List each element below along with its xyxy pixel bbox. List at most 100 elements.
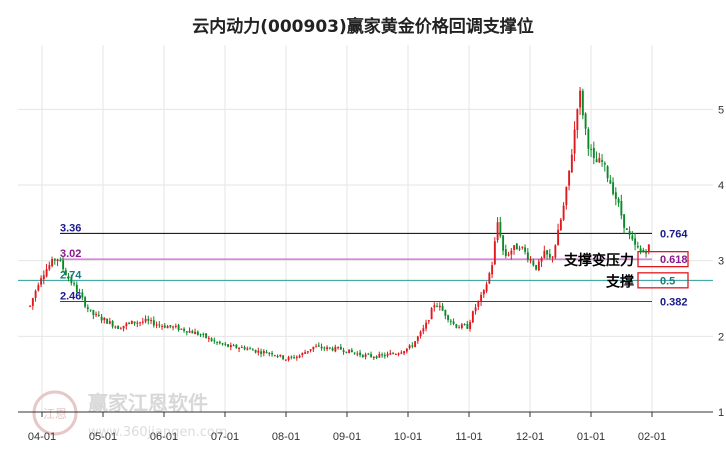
candle-body: [642, 249, 645, 253]
candle-body: [125, 323, 128, 326]
candle-body: [139, 322, 142, 324]
candle-body: [606, 166, 609, 179]
candle-body: [493, 241, 496, 265]
candle-body: [381, 354, 384, 356]
candle-body: [194, 331, 197, 335]
candle-body: [524, 247, 527, 252]
candle-body: [257, 350, 260, 353]
candle-body: [240, 347, 243, 349]
candle-body: [625, 228, 628, 230]
candle-body: [235, 344, 238, 348]
y-tick-label: 5: [718, 104, 724, 116]
level-price-label: 3.36: [60, 222, 81, 234]
candle-body: [290, 356, 293, 358]
candle-body: [177, 325, 180, 331]
candle-body: [411, 345, 414, 347]
x-tick-label: 09-01: [333, 431, 361, 443]
candle-body: [210, 338, 213, 342]
watermark-seal-icon: [32, 390, 78, 436]
candle-body: [485, 284, 488, 292]
x-tick-label: 06-01: [150, 431, 178, 443]
level-ratio-label: 0.764: [660, 228, 688, 240]
candle-body: [229, 345, 232, 348]
candle-body: [130, 320, 133, 324]
candle-body: [356, 353, 359, 355]
candle-body: [141, 321, 144, 323]
candle-body: [306, 351, 309, 353]
level-ratio-label: 0.382: [660, 297, 688, 309]
candle-body: [573, 129, 576, 154]
candle-body: [271, 353, 274, 355]
candle-body: [284, 359, 287, 361]
candle-body: [537, 261, 540, 271]
candle-body: [246, 348, 249, 350]
candle-body: [301, 353, 304, 356]
candle-body: [383, 355, 386, 357]
candle-body: [268, 352, 271, 354]
y-tick-label: 2: [718, 331, 724, 343]
candle-body: [353, 352, 356, 354]
candle-body: [218, 341, 221, 344]
candle-body: [449, 320, 452, 322]
axes: 1 2 3 4 5 04-01 05-01 06-01 07-01 08-01 09-01 10-01…: [18, 104, 724, 443]
candle-body: [463, 324, 466, 326]
candle-body: [227, 344, 230, 347]
candle-body: [425, 322, 428, 329]
candle-body: [502, 235, 505, 251]
candle-body: [238, 348, 241, 350]
candle-body: [196, 331, 199, 335]
candle-body: [276, 355, 279, 357]
candle-body: [452, 321, 455, 324]
watermark: 江恩 赢家江恩软件 www.360jiangen.com: [32, 390, 227, 440]
candle-body: [647, 244, 650, 252]
candle-body: [400, 352, 403, 354]
candle-body: [345, 351, 348, 353]
candle-body: [480, 294, 483, 302]
candle-body: [557, 229, 560, 246]
candle-body: [207, 337, 210, 339]
candle-body: [89, 309, 92, 311]
candle-body: [590, 148, 593, 150]
candle-body: [526, 252, 529, 260]
candle-body: [169, 325, 172, 327]
candle-body: [634, 238, 637, 245]
candle-body: [224, 343, 227, 345]
candle-body: [84, 297, 87, 307]
candle-body: [100, 316, 103, 321]
candle-body: [378, 354, 381, 358]
candle-body: [482, 290, 485, 295]
candle-body: [199, 334, 202, 336]
watermark-name: 赢家江恩软件: [88, 391, 208, 415]
candle-body: [34, 290, 37, 298]
candle-body: [317, 345, 320, 347]
candle-body: [147, 318, 150, 321]
candle-body: [521, 246, 524, 248]
candle-body: [628, 230, 631, 235]
candle-body: [474, 307, 477, 312]
candle-body: [260, 351, 263, 354]
candle-body: [477, 300, 480, 307]
candle-body: [559, 219, 562, 231]
annotation-label: 支撑: [605, 273, 634, 290]
y-tick-label: 3: [718, 256, 724, 268]
candle-body: [507, 254, 510, 256]
candle-body: [103, 317, 106, 321]
candle-body: [570, 154, 573, 173]
candle-body: [491, 265, 494, 275]
candle-body: [249, 348, 252, 350]
level-price-label: 3.02: [60, 248, 81, 260]
candle-body: [499, 222, 502, 237]
candle-body: [350, 349, 353, 353]
candle-body: [158, 324, 161, 326]
candle-body: [620, 201, 623, 216]
x-tick-label: 10-01: [394, 431, 422, 443]
candle-body: [488, 273, 491, 284]
candle-body: [304, 352, 307, 354]
candle-body: [320, 346, 323, 349]
candle-body: [328, 347, 331, 349]
candle-body: [614, 192, 617, 199]
candle-body: [438, 305, 441, 308]
candle-body: [636, 245, 639, 248]
candle-body: [221, 343, 224, 345]
